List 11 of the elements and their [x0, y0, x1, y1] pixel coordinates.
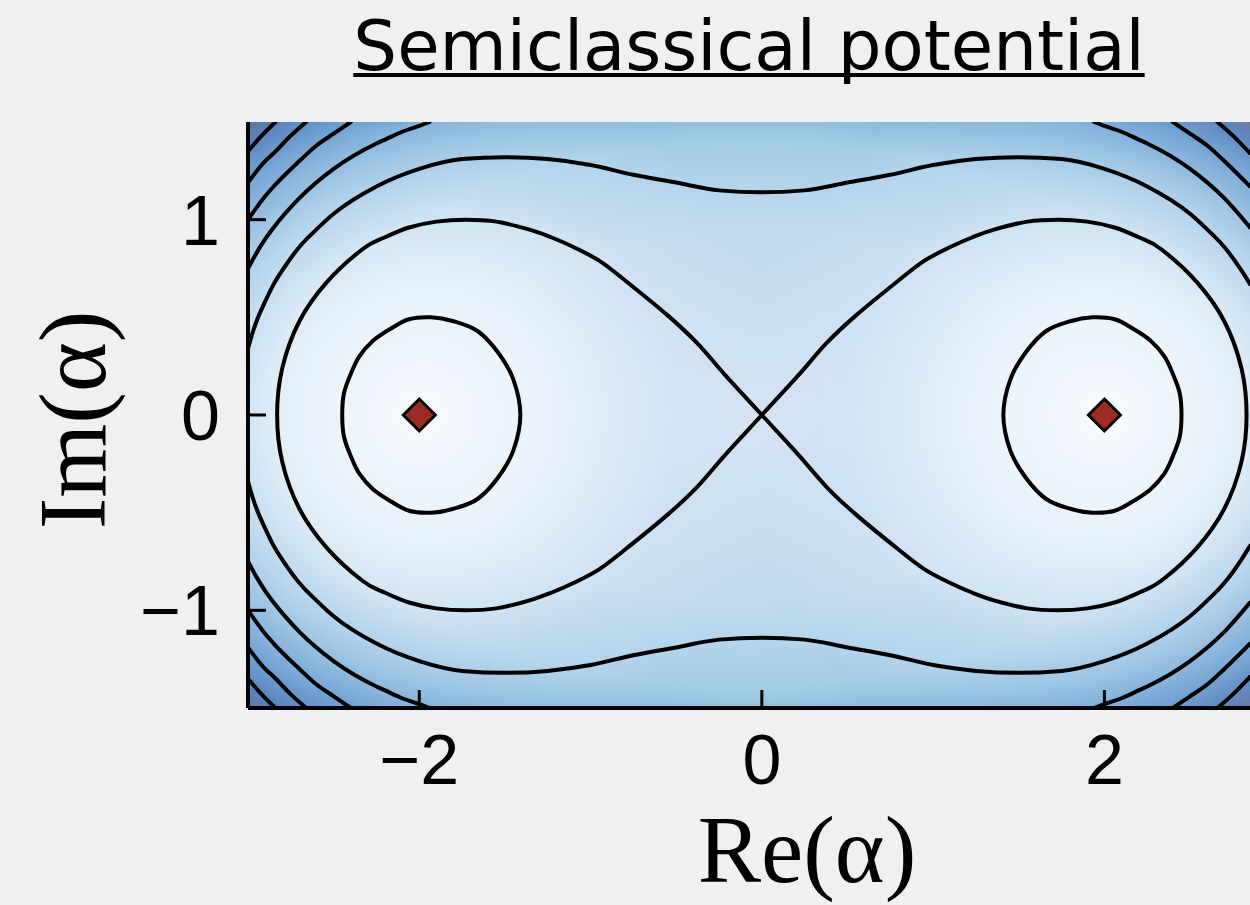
x-tick-label: 2: [1084, 721, 1124, 799]
x-tick-label: 0: [742, 721, 782, 799]
y-tick-label: 0: [181, 377, 220, 455]
x-axis-title: Re(α): [697, 797, 917, 903]
y-axis-title: Im(α): [20, 310, 126, 530]
y-tick-label: −1: [140, 572, 220, 651]
y-tick-label: 1: [181, 181, 220, 260]
line-series: [1170, 122, 1250, 189]
line-series: [1092, 122, 1250, 230]
chart-title: Semiclassical potential: [353, 6, 1145, 86]
x-tick-label: −2: [379, 721, 460, 799]
